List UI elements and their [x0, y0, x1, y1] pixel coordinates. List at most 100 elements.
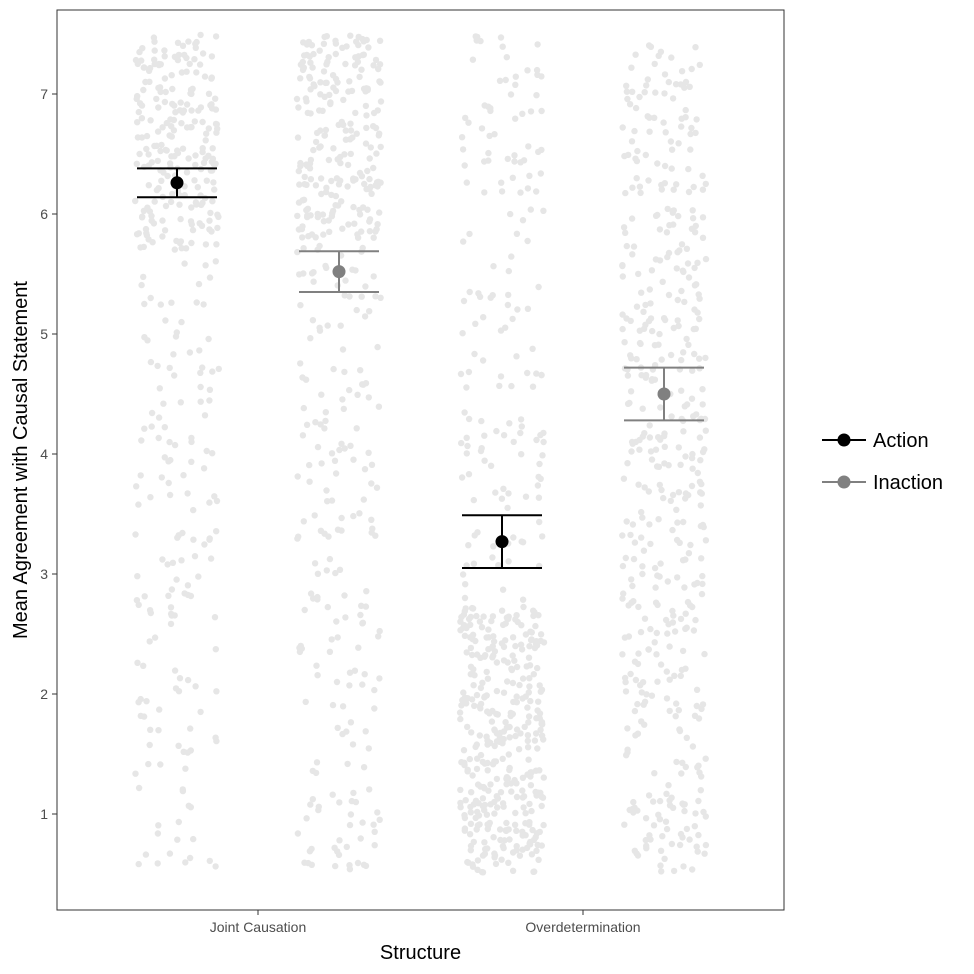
raw-point: [311, 512, 318, 519]
raw-point: [675, 140, 682, 147]
raw-point: [347, 811, 355, 818]
raw-point: [473, 741, 480, 748]
raw-point: [358, 602, 365, 609]
raw-point: [359, 204, 367, 211]
raw-point: [357, 611, 364, 619]
raw-point: [522, 493, 530, 500]
raw-point: [650, 798, 657, 805]
raw-point: [171, 153, 178, 160]
raw-point: [685, 188, 693, 196]
raw-point: [317, 421, 324, 428]
raw-point: [485, 626, 492, 633]
raw-point: [531, 737, 539, 744]
mean-point-inaction: [657, 387, 671, 401]
x-axis-ticks: Joint Causation Overdetermination: [210, 910, 641, 935]
raw-point: [645, 488, 652, 495]
raw-point: [467, 663, 475, 670]
raw-point: [350, 177, 357, 184]
raw-point: [464, 858, 471, 866]
raw-point: [338, 198, 345, 205]
raw-point: [675, 444, 682, 451]
raw-point: [181, 51, 188, 59]
raw-point: [332, 862, 339, 870]
raw-point: [699, 214, 707, 221]
raw-point: [347, 719, 355, 726]
raw-point: [681, 84, 688, 91]
raw-point: [495, 562, 502, 569]
raw-point: [372, 182, 379, 189]
raw-point: [502, 76, 509, 84]
raw-point: [176, 201, 183, 208]
raw-point: [516, 681, 523, 689]
raw-point: [687, 146, 694, 153]
raw-point: [653, 629, 660, 637]
raw-point: [341, 592, 348, 599]
raw-point: [650, 822, 658, 829]
raw-point: [147, 726, 154, 733]
raw-point: [317, 143, 324, 150]
raw-point: [488, 718, 496, 725]
raw-point: [462, 581, 469, 588]
raw-point: [190, 536, 197, 543]
raw-point: [344, 161, 352, 169]
raw-point: [634, 700, 641, 708]
raw-point: [307, 156, 315, 164]
raw-point: [511, 158, 518, 165]
raw-point: [643, 82, 650, 89]
raw-point: [540, 207, 547, 214]
raw-point: [143, 132, 151, 140]
raw-point: [360, 381, 367, 388]
y-axis-ticks: 1 2 3 4 5 6 7: [40, 86, 57, 822]
raw-point: [178, 120, 185, 127]
raw-point: [309, 317, 317, 324]
raw-point: [675, 322, 682, 330]
raw-point: [338, 514, 345, 522]
raw-point: [185, 155, 192, 162]
raw-point: [497, 373, 505, 380]
raw-point: [673, 181, 680, 188]
raw-point: [206, 397, 213, 404]
raw-point: [187, 90, 194, 97]
raw-point: [365, 44, 372, 51]
raw-point: [670, 867, 678, 875]
raw-point: [666, 802, 674, 809]
raw-point: [697, 457, 704, 464]
raw-point: [641, 721, 648, 728]
raw-point: [466, 230, 473, 238]
raw-point: [693, 843, 700, 850]
raw-point: [182, 765, 189, 772]
plot-panel-border: [56, 9, 785, 911]
legend-label: Inaction: [873, 472, 943, 494]
raw-point: [480, 613, 487, 620]
raw-point: [506, 420, 513, 427]
raw-point: [177, 215, 184, 223]
raw-point: [689, 603, 696, 611]
raw-point: [674, 249, 681, 256]
raw-point: [351, 667, 359, 674]
raw-point: [476, 618, 484, 625]
raw-point: [187, 725, 194, 732]
raw-point: [621, 152, 628, 160]
raw-point: [377, 98, 385, 105]
raw-point: [479, 357, 487, 364]
raw-point: [185, 802, 192, 809]
raw-point: [159, 233, 166, 240]
raw-point: [200, 301, 207, 308]
raw-point: [146, 741, 153, 749]
raw-point: [692, 616, 699, 624]
raw-point: [538, 371, 545, 379]
raw-point: [622, 229, 629, 237]
raw-point: [209, 368, 216, 375]
raw-point: [481, 102, 488, 109]
raw-point: [476, 702, 483, 710]
raw-point: [505, 859, 512, 866]
raw-point: [643, 842, 650, 850]
raw-point: [632, 676, 640, 684]
raw-point: [657, 404, 664, 411]
raw-point: [331, 844, 338, 851]
raw-point: [325, 217, 332, 224]
raw-point: [693, 702, 700, 710]
raw-point: [365, 449, 372, 456]
raw-point: [524, 305, 532, 312]
raw-point: [661, 443, 668, 450]
